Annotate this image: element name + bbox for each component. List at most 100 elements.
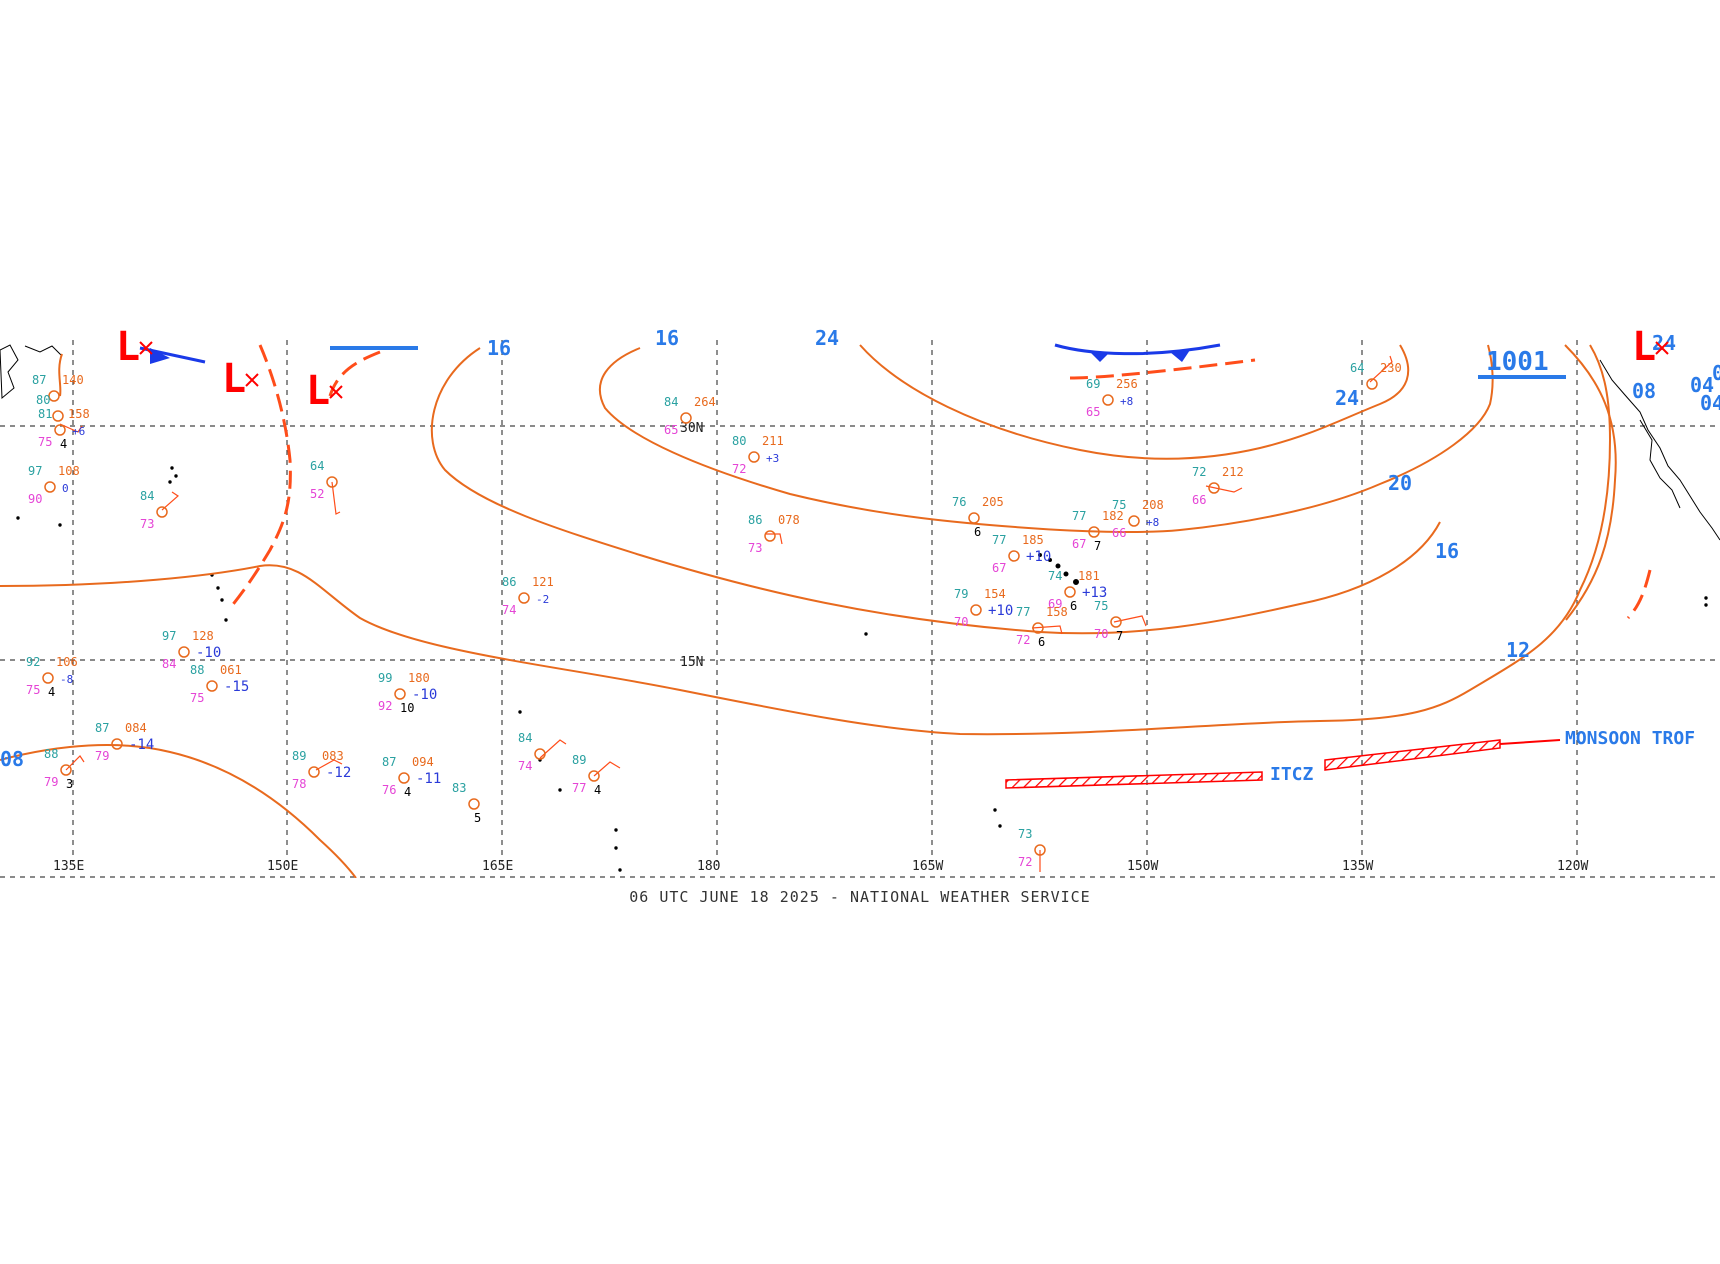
- station-dewpoint: 79: [44, 775, 58, 789]
- station-dewpoint: 79: [95, 749, 109, 763]
- latitude-label: 30N: [680, 421, 703, 436]
- station-dewpoint: 92: [378, 699, 392, 713]
- low-pressure-center: L: [116, 324, 140, 370]
- longitude-label: 135W: [1342, 859, 1373, 874]
- station-dewpoint: 76: [382, 783, 396, 797]
- station-pressure: 106: [56, 655, 78, 669]
- low-center-cross: [1655, 341, 1669, 355]
- isobar-label: 1001: [1486, 347, 1549, 377]
- wind-barbs: [59, 355, 1393, 872]
- station-circle: [178, 646, 190, 658]
- isobar-label: 12: [1506, 638, 1530, 662]
- station-circle: [206, 680, 218, 692]
- longitude-label: 120W: [1557, 859, 1588, 874]
- station-weather: 10: [400, 701, 414, 715]
- station-circle: [1064, 586, 1076, 598]
- station-temperature: 81: [38, 407, 52, 421]
- station-circle: [1008, 550, 1020, 562]
- station-pressure: 185: [1022, 533, 1044, 547]
- monsoon-trough-label: MONSOON TROF: [1565, 728, 1695, 749]
- station-circle: [326, 476, 338, 488]
- station-pressure: 212: [1222, 465, 1244, 479]
- station-temperature: 89: [292, 749, 306, 763]
- station-circle: [394, 688, 406, 700]
- station-pressure: 140: [62, 373, 84, 387]
- fronts: [139, 343, 1221, 364]
- station-circle: [748, 451, 760, 463]
- station-weather: 3: [66, 777, 73, 791]
- isobar-label: 08: [1632, 379, 1656, 403]
- station-circle: [1102, 394, 1114, 406]
- station-dewpoint: 67: [1072, 537, 1086, 551]
- station-weather: 5: [474, 811, 481, 825]
- isobar-1016-west: [430, 347, 1441, 635]
- station-dewpoint: 77: [572, 781, 586, 795]
- station-dewpoint: 70: [954, 615, 968, 629]
- station-circle: [52, 410, 64, 422]
- station-temperature: 77: [1016, 605, 1030, 619]
- isobars: [0, 344, 1617, 878]
- station-circle: [44, 481, 56, 493]
- station-dewpoint: 65: [1086, 405, 1100, 419]
- station-dewpoint: 75: [38, 435, 52, 449]
- station-temperature: 75: [1112, 498, 1126, 512]
- latitude-label: 15N: [680, 655, 703, 670]
- station-temperature: 79: [954, 587, 968, 601]
- station-temperature: 64: [310, 459, 324, 473]
- station-dewpoint: 90: [28, 492, 42, 506]
- station-temperature: 86: [502, 575, 516, 589]
- station-circle: [1110, 616, 1122, 628]
- station-weather: 4: [404, 785, 411, 799]
- low-center-cross: [245, 373, 259, 387]
- station-circle: [1034, 844, 1046, 856]
- station-temperature: 64: [1350, 361, 1364, 375]
- station-weather: 6: [1038, 635, 1045, 649]
- station-temperature: 87: [382, 755, 396, 769]
- station-dewpoint: 72: [1018, 855, 1032, 869]
- station-pressure: 182: [1102, 509, 1124, 523]
- station-dewpoint: 69: [1048, 597, 1062, 611]
- station-circle: [1366, 378, 1378, 390]
- map-caption: 06 UTC JUNE 18 2025 - NATIONAL WEATHER S…: [629, 888, 1091, 906]
- longitude-label: 135E: [53, 859, 84, 874]
- isobar-label: 24: [1335, 386, 1359, 410]
- station-pressure: 078: [778, 513, 800, 527]
- station-tendency: +10: [988, 603, 1013, 619]
- station-weather: 4: [48, 685, 55, 699]
- station-circle: [970, 604, 982, 616]
- station-circle: [764, 530, 776, 542]
- station-dewpoint: 74: [518, 759, 532, 773]
- station-dewpoint: 65: [664, 423, 678, 437]
- station-circle: [156, 506, 168, 518]
- station-dewpoint: 75: [26, 683, 40, 697]
- station-temperature: 77: [992, 533, 1006, 547]
- station-dewpoint: 66: [1112, 526, 1126, 540]
- station-temperature: 72: [1192, 465, 1206, 479]
- station-tendency: -10: [412, 687, 437, 703]
- station-temperature: 87: [32, 373, 46, 387]
- station-pressure: 121: [532, 575, 554, 589]
- map-frame: [0, 340, 1720, 878]
- station-pressure: 181: [1078, 569, 1100, 583]
- trough-lines: [228, 344, 1652, 620]
- station-dewpoint: 75: [190, 691, 204, 705]
- station-pressure: 211: [762, 434, 784, 448]
- isobar-label: 16: [487, 336, 511, 360]
- longitude-label: 165E: [482, 859, 513, 874]
- station-temperature: 83: [452, 781, 466, 795]
- isobar-label: 04: [1690, 373, 1714, 397]
- station-tendency: +8: [1120, 395, 1133, 408]
- station-circle: [1032, 622, 1044, 634]
- station-temperature: 75: [1094, 599, 1108, 613]
- station-dewpoint: 66: [1192, 493, 1206, 507]
- latitude-gridlines: [0, 425, 1720, 878]
- station-dewpoint: 78: [292, 777, 306, 791]
- station-temperature: 97: [162, 629, 176, 643]
- station-circle: [534, 748, 546, 760]
- station-circle: [308, 766, 320, 778]
- station-temperature: 77: [1072, 509, 1086, 523]
- station-circle: [1208, 482, 1220, 494]
- station-circle: [111, 738, 123, 750]
- station-circle: [1128, 515, 1140, 527]
- low-pressure-center: L: [222, 356, 246, 402]
